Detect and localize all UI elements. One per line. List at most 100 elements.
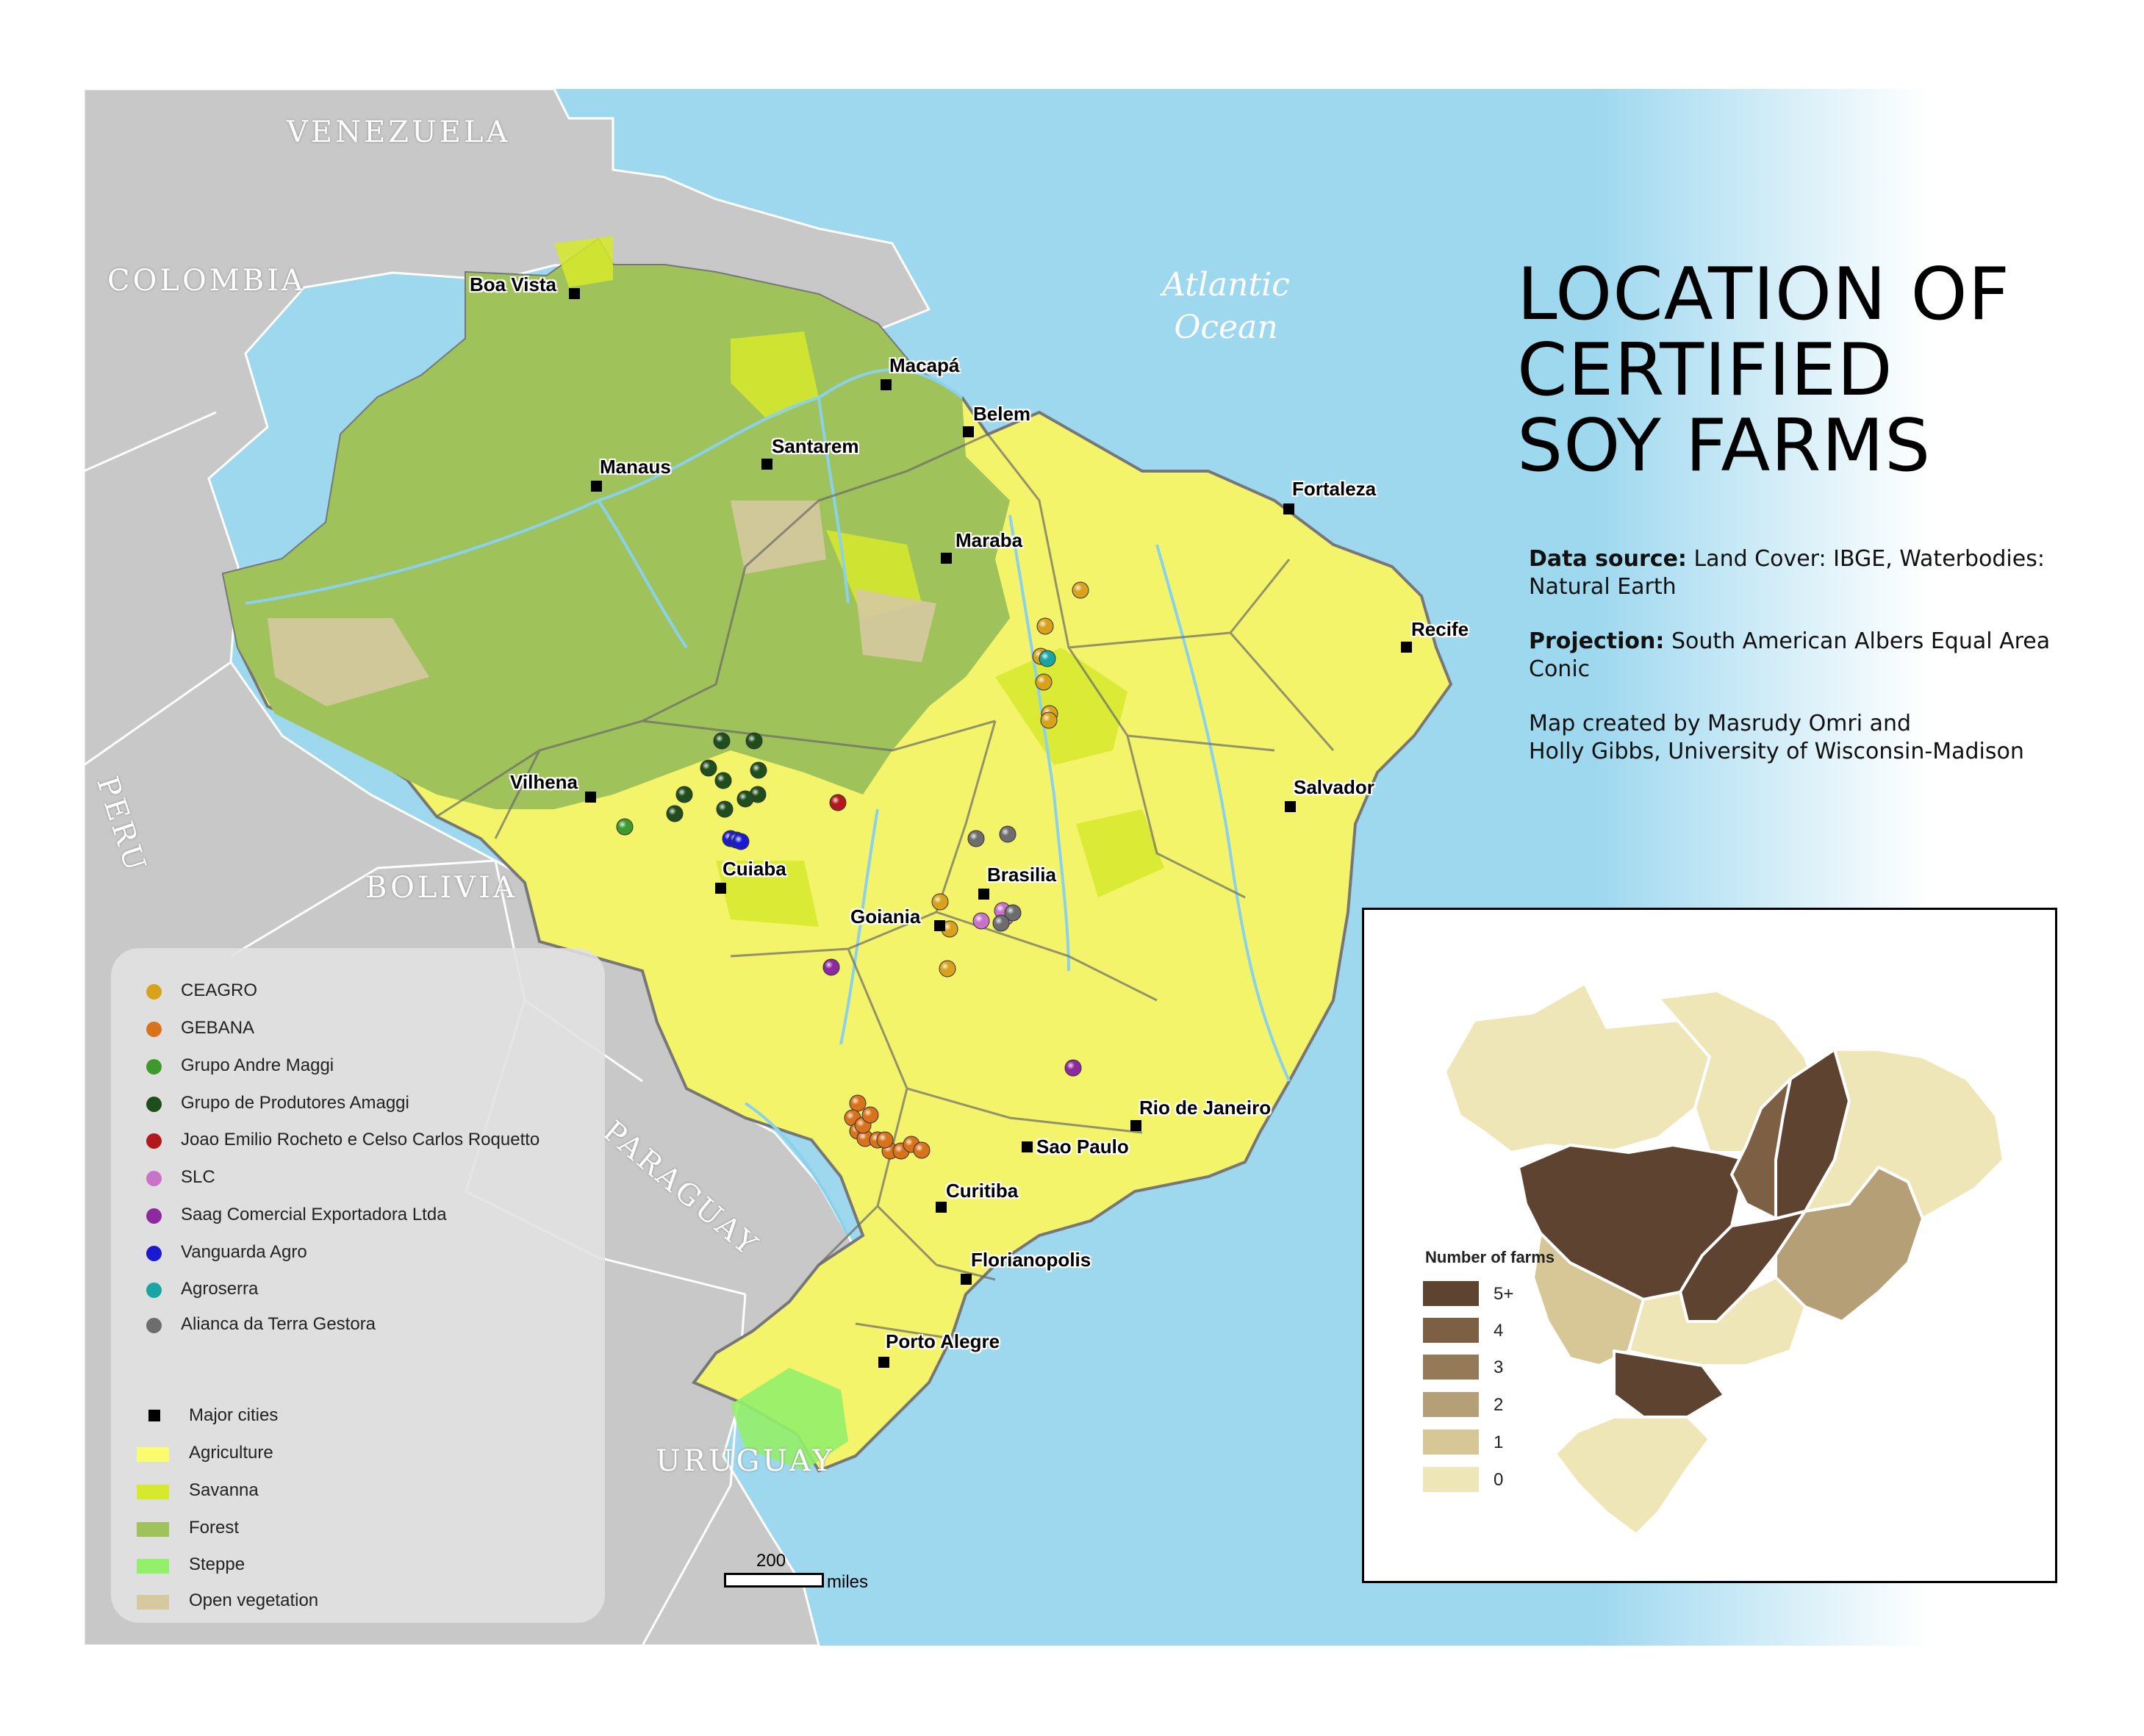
data-source-text2: Natural Earth — [1529, 574, 1677, 600]
farm-point-highlight — [715, 772, 731, 789]
legend-label: Joao Emilio Rocheto e Celso Carlos Roque… — [181, 1130, 540, 1149]
farm-point-highlight — [823, 959, 839, 975]
bin-label: 2 — [1494, 1395, 1504, 1415]
city-label: Vilhena — [510, 771, 578, 793]
farm-point-highlight — [942, 921, 958, 937]
legend-label: CEAGRO — [181, 980, 258, 1000]
ocean-label-line2: Ocean — [1174, 309, 1278, 346]
farm-point-highlight — [1037, 618, 1053, 634]
city-marker — [1283, 503, 1294, 514]
city-marker — [591, 481, 602, 492]
city-label: Maraba — [956, 529, 1023, 551]
city-label: Recife — [1411, 618, 1469, 640]
farm-point-highlight — [850, 1095, 866, 1111]
legend-label: Agroserra — [181, 1279, 259, 1299]
inset-choropleth — [1444, 982, 2005, 1536]
grupo-andre-maggi-dot-icon — [146, 1059, 162, 1075]
city-label: Manaus — [600, 456, 671, 478]
inset-region-northeast — [1804, 1048, 2005, 1220]
farm-point-highlight — [1039, 650, 1055, 667]
bin-label: 1 — [1494, 1432, 1504, 1452]
city-label: Curitiba — [946, 1180, 1019, 1202]
city-label: Boa Vista — [470, 273, 557, 295]
bin-swatch — [1423, 1467, 1479, 1492]
legend-label: Forest — [189, 1518, 240, 1538]
farm-point-highlight — [973, 913, 989, 929]
title-line3: SOY FARMS — [1517, 404, 1932, 488]
legend-label: Open vegetation — [189, 1590, 319, 1610]
inset-region-north-west — [1444, 982, 1711, 1154]
bin-swatch — [1423, 1281, 1479, 1306]
farm-point-highlight — [746, 733, 762, 749]
ceagro-dot-icon — [146, 984, 162, 1000]
city-label: Belem — [973, 403, 1031, 425]
open-vegetation-patch — [268, 501, 936, 706]
city-marker — [978, 889, 989, 900]
city-marker — [1401, 642, 1412, 653]
gebana-dot-icon — [146, 1022, 162, 1037]
scale-value: 200 — [756, 1551, 786, 1571]
farm-point-highlight — [667, 806, 683, 822]
farm-point-highlight — [676, 786, 692, 803]
legend-label: Savanna — [189, 1480, 259, 1500]
city-label: Goiania — [850, 905, 921, 928]
city-marker — [934, 920, 945, 931]
vanguarda-dot-icon — [146, 1246, 162, 1261]
savanna-patch — [554, 236, 1164, 927]
city-marker — [1285, 801, 1296, 812]
city-label: Macapá — [889, 354, 960, 376]
country-label-uruguay: URUGUAY — [656, 1444, 835, 1478]
city-marker — [961, 1274, 972, 1285]
projection-text2: Conic — [1529, 656, 1591, 682]
city-label: Porto Alegre — [886, 1330, 1000, 1352]
steppe-swatch — [137, 1559, 169, 1574]
farm-point-highlight — [857, 1130, 873, 1147]
farm-point-highlight — [1000, 826, 1016, 842]
farm-point-highlight — [617, 819, 633, 835]
data-source-note: Data source: Land Cover: IBGE, Waterbodi… — [1529, 545, 2087, 601]
city-label: Cuiaba — [723, 858, 786, 880]
legend-label: SLC — [181, 1167, 215, 1187]
projection-text: South American Albers Equal Area — [1671, 628, 2051, 654]
agriculture-swatch — [137, 1447, 169, 1462]
bin-label: 0 — [1494, 1470, 1504, 1490]
city-label: Sao Paulo — [1036, 1136, 1129, 1158]
projection-label: Projection: — [1529, 628, 1665, 654]
farm-point-highlight — [700, 760, 717, 776]
city-label: Fortaleza — [1292, 478, 1377, 500]
steppe-region — [731, 1368, 848, 1471]
city-marker — [761, 459, 772, 470]
bin-label: 3 — [1494, 1357, 1504, 1377]
agroserra-dot-icon — [146, 1283, 162, 1298]
alianca-dot-icon — [146, 1318, 162, 1333]
farm-points — [616, 581, 1089, 1160]
legend-label: Alianca da Terra Gestora — [181, 1314, 376, 1334]
map-title: LOCATION OF CERTIFIED SOY FARMS — [1517, 257, 2010, 484]
ocean-label-line1: Atlantic — [1162, 266, 1290, 304]
scale-bar-graphic — [724, 1573, 824, 1588]
farm-point-highlight — [862, 1107, 878, 1123]
city-marker — [963, 426, 974, 437]
country-label-venezuela: VENEZUELA — [287, 115, 511, 149]
country-label-colombia: COLOMBIA — [107, 264, 306, 298]
title-line1: LOCATION OF — [1517, 253, 2010, 337]
credit-line2: Holly Gibbs, University of Wisconsin-Mad… — [1529, 739, 2024, 764]
grupo-produtores-amaggi-dot-icon — [146, 1097, 162, 1112]
open-vegetation-swatch — [137, 1595, 169, 1610]
saag-dot-icon — [146, 1208, 162, 1224]
bin-label: 4 — [1494, 1321, 1504, 1341]
savanna-swatch — [137, 1485, 169, 1499]
city-marker — [941, 553, 952, 564]
credit-line1: Map created by Masrudy Omri and — [1529, 711, 1912, 736]
country-label-bolivia: BOLIVIA — [365, 871, 517, 905]
city-marker — [881, 379, 892, 390]
city-label: Florianopolis — [971, 1249, 1091, 1271]
city-label: Rio de Janeiro — [1139, 1097, 1272, 1119]
legend-label: Grupo de Produtores Amaggi — [181, 1093, 409, 1113]
farm-point-highlight — [1072, 582, 1089, 598]
farm-point-highlight — [737, 791, 753, 807]
legend-label: Vanguarda Agro — [181, 1242, 307, 1262]
legend-label: Steppe — [189, 1554, 245, 1574]
credit-note: Map created by Masrudy Omri and Holly Gi… — [1529, 710, 2087, 766]
city-marker — [936, 1202, 947, 1213]
